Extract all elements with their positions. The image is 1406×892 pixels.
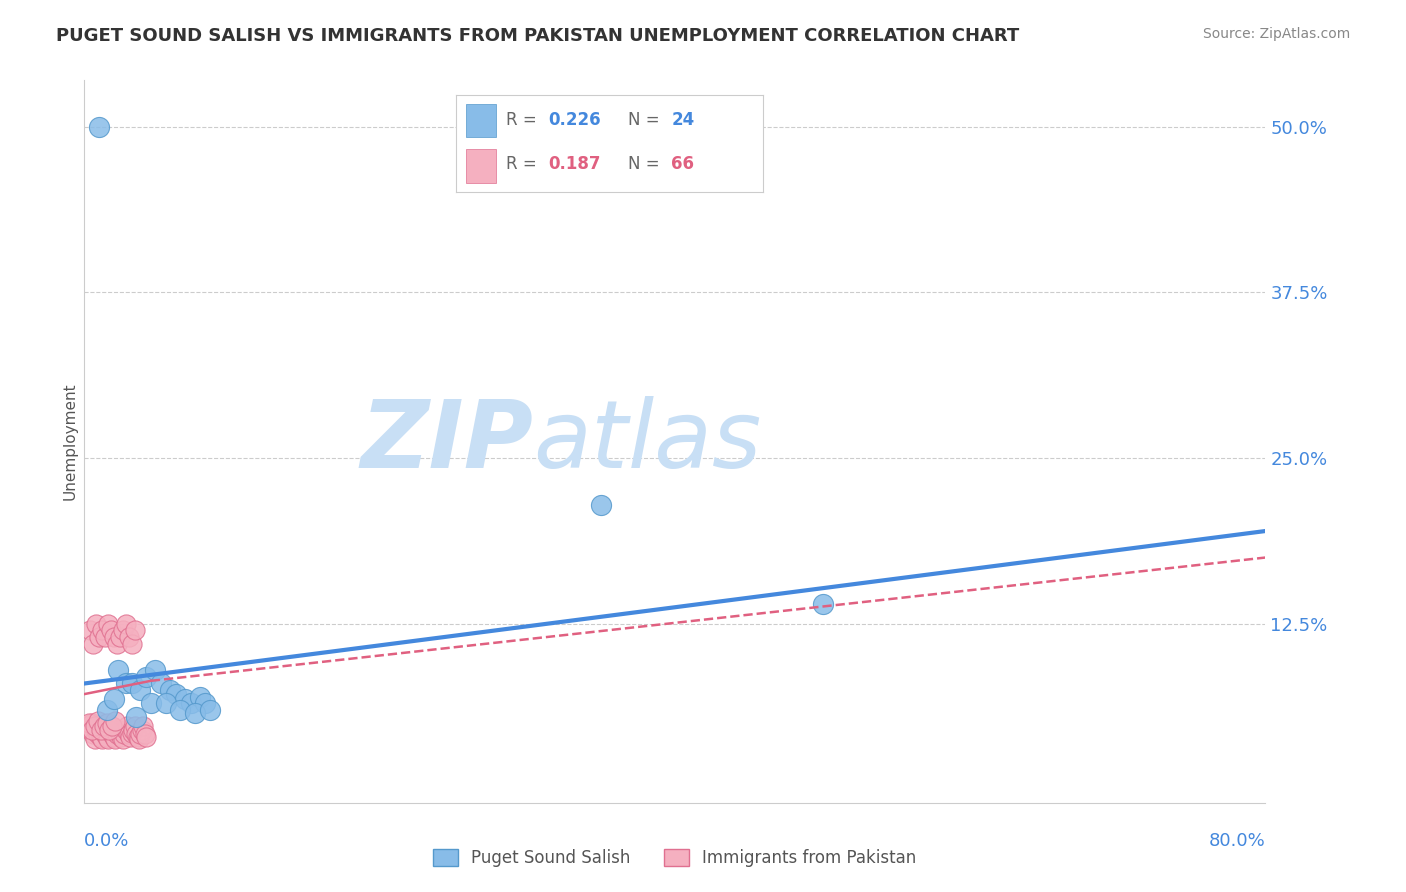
Point [77,716,100,731]
Point [122,723,145,737]
Point [96,703,118,717]
Point [108,630,131,644]
Point [139,697,162,711]
Point [118,727,141,741]
Point [125,727,148,741]
Point [103,730,125,744]
Point [87,719,111,733]
Point [135,670,157,684]
Point [150,676,173,690]
Point [165,687,187,701]
Point [90,730,112,744]
Point [129,683,152,698]
Point [97,732,120,747]
Point [155,697,177,711]
Text: 0.0%: 0.0% [84,831,129,850]
Point [132,719,155,733]
Point [107,663,129,677]
Point [134,727,156,741]
Point [90,723,112,737]
Point [121,676,143,690]
Point [86,714,108,728]
Point [120,730,142,744]
Point [82,727,104,741]
Point [125,709,148,723]
Point [107,723,129,737]
Point [91,732,114,747]
Point [94,727,117,741]
Point [101,727,124,741]
Point [124,624,146,638]
Point [811,597,834,611]
Text: 80.0%: 80.0% [1209,831,1265,850]
Point [87,630,111,644]
Point [97,616,120,631]
Point [76,719,98,733]
Point [98,723,121,737]
Text: atlas: atlas [533,396,762,487]
Point [104,732,127,747]
Point [114,723,136,737]
Point [128,732,150,747]
Point [173,692,195,706]
Point [96,716,118,731]
Point [121,725,143,739]
Point [180,697,202,711]
Point [86,727,108,741]
Point [121,637,143,651]
Point [118,630,141,644]
Point [184,706,207,720]
Point [103,692,125,706]
Text: PUGET SOUND SALISH VS IMMIGRANTS FROM PAKISTAN UNEMPLOYMENT CORRELATION CHART: PUGET SOUND SALISH VS IMMIGRANTS FROM PA… [56,27,1019,45]
Y-axis label: Unemployment: Unemployment [62,383,77,500]
Point [115,719,138,733]
Point [101,719,124,733]
Point [84,616,107,631]
Point [79,723,101,737]
Point [188,690,211,704]
Point [84,723,107,737]
Point [93,723,115,737]
Point [114,616,136,631]
Point [98,723,121,737]
Point [112,727,135,741]
Point [127,730,149,744]
Point [96,730,118,744]
Point [111,624,134,638]
Point [135,730,157,744]
Point [108,725,131,739]
Point [100,624,122,638]
Point [111,732,134,747]
Point [159,683,181,698]
Point [104,714,127,728]
Point [105,727,128,741]
Point [131,723,153,737]
Text: ZIP: ZIP [360,395,533,488]
Point [124,719,146,733]
Point [198,703,221,717]
Point [110,730,132,744]
Point [129,727,152,741]
Point [94,630,117,644]
Point [143,663,166,677]
Point [93,719,115,733]
Point [87,120,111,134]
Point [105,637,128,651]
Point [80,723,103,737]
Point [83,732,105,747]
Point [194,697,217,711]
Text: Source: ZipAtlas.com: Source: ZipAtlas.com [1202,27,1350,41]
Point [82,637,104,651]
Point [114,676,136,690]
Point [91,624,114,638]
Point [79,624,101,638]
Legend: Puget Sound Salish, Immigrants from Pakistan: Puget Sound Salish, Immigrants from Paki… [426,842,924,874]
Point [103,630,125,644]
Point [169,703,191,717]
Point [83,719,105,733]
Point [591,498,613,512]
Point [80,716,103,731]
Point [100,719,122,733]
